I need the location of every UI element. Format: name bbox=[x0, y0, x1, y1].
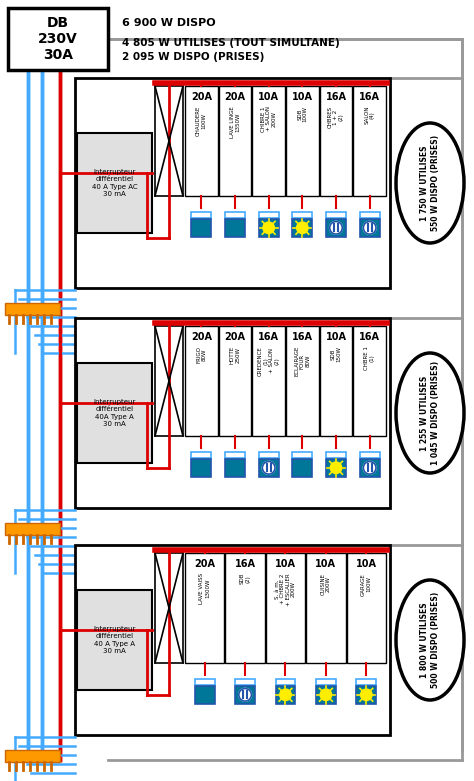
Text: SDB
100W: SDB 100W bbox=[297, 106, 308, 122]
Text: 16A: 16A bbox=[258, 332, 279, 342]
Text: Interrupteur
différentiel
40 A Type A
30 mA: Interrupteur différentiel 40 A Type A 30… bbox=[93, 626, 136, 654]
Bar bbox=[286, 326, 319, 436]
Text: 4 805 W UTILISES (TOUT SIMULTANE)
2 095 W DISPO (PRISES): 4 805 W UTILISES (TOUT SIMULTANE) 2 095 … bbox=[122, 38, 340, 62]
Text: 10A: 10A bbox=[356, 559, 377, 569]
Bar bbox=[219, 86, 251, 196]
Bar bbox=[266, 553, 305, 663]
Bar bbox=[75, 78, 390, 288]
Text: SALON
(4): SALON (4) bbox=[365, 106, 375, 124]
Bar bbox=[292, 451, 312, 458]
Circle shape bbox=[364, 222, 376, 234]
Bar bbox=[360, 451, 380, 458]
Circle shape bbox=[320, 689, 332, 701]
Bar bbox=[353, 86, 386, 196]
Text: 16A: 16A bbox=[292, 332, 313, 342]
Bar bbox=[75, 318, 390, 508]
Bar bbox=[353, 326, 386, 436]
Bar bbox=[8, 8, 108, 70]
Bar bbox=[77, 590, 152, 690]
Bar bbox=[259, 219, 279, 237]
Bar bbox=[225, 458, 245, 476]
Text: 16A: 16A bbox=[359, 332, 380, 342]
Bar bbox=[259, 212, 279, 218]
Circle shape bbox=[364, 462, 376, 474]
Bar bbox=[360, 219, 380, 237]
Bar bbox=[77, 363, 152, 463]
Text: 16A: 16A bbox=[359, 92, 380, 102]
Bar bbox=[77, 133, 152, 233]
Bar bbox=[191, 451, 211, 458]
Bar bbox=[225, 219, 245, 237]
Text: 10A: 10A bbox=[315, 559, 337, 569]
Bar bbox=[286, 86, 319, 196]
Bar bbox=[252, 86, 285, 196]
Bar bbox=[306, 553, 346, 663]
Text: CHBRES
1 + 2
(2): CHBRES 1 + 2 (2) bbox=[328, 106, 344, 128]
Text: 20A: 20A bbox=[194, 559, 215, 569]
Bar bbox=[191, 212, 211, 218]
Text: CREDENCE
(1)
+ SALON
(2): CREDENCE (1) + SALON (2) bbox=[258, 346, 279, 376]
Text: CHAUDERE
100W: CHAUDERE 100W bbox=[196, 106, 207, 137]
Text: ECLAIRAGE
FOUR
80W: ECLAIRAGE FOUR 80W bbox=[294, 346, 310, 376]
Bar bbox=[155, 86, 183, 196]
Text: CUISINE
200W: CUISINE 200W bbox=[321, 573, 331, 595]
Bar bbox=[319, 86, 352, 196]
Bar bbox=[155, 326, 183, 436]
Bar bbox=[326, 451, 346, 458]
Bar bbox=[226, 553, 265, 663]
Ellipse shape bbox=[396, 123, 464, 243]
Text: CHBRE 1
(1): CHBRE 1 (1) bbox=[365, 346, 375, 370]
Bar bbox=[292, 219, 312, 237]
Text: 10A: 10A bbox=[326, 332, 346, 342]
Text: GARAGE
100W: GARAGE 100W bbox=[361, 573, 372, 596]
Bar bbox=[259, 451, 279, 458]
Bar bbox=[5, 303, 60, 315]
Bar bbox=[185, 86, 218, 196]
Circle shape bbox=[263, 462, 275, 474]
Bar bbox=[326, 219, 346, 237]
Circle shape bbox=[330, 462, 342, 473]
Text: 10A: 10A bbox=[258, 92, 279, 102]
Bar bbox=[316, 679, 336, 685]
Circle shape bbox=[330, 222, 342, 234]
Text: 20A: 20A bbox=[191, 332, 212, 342]
Text: LAVE LINGE
1350W: LAVE LINGE 1350W bbox=[230, 106, 240, 137]
Bar bbox=[360, 212, 380, 218]
Text: S. à m.
+ CHBRE 2
+ ESCALIER
200W: S. à m. + CHBRE 2 + ESCALIER 200W bbox=[275, 573, 296, 605]
Circle shape bbox=[239, 689, 251, 701]
Bar bbox=[292, 212, 312, 218]
Text: 6 900 W DISPO: 6 900 W DISPO bbox=[122, 18, 216, 28]
Bar bbox=[5, 523, 60, 535]
Bar bbox=[195, 686, 215, 704]
Circle shape bbox=[280, 689, 291, 701]
Bar bbox=[191, 458, 211, 476]
Text: 16A: 16A bbox=[326, 92, 346, 102]
Text: Interrupteur
différentiel
40A Type A
30 mA: Interrupteur différentiel 40A Type A 30 … bbox=[93, 399, 136, 427]
Bar bbox=[185, 553, 224, 663]
Circle shape bbox=[297, 222, 308, 234]
Text: 20A: 20A bbox=[225, 92, 246, 102]
Circle shape bbox=[263, 222, 274, 234]
Bar bbox=[346, 553, 386, 663]
Bar bbox=[326, 458, 346, 476]
Text: 1 255 W UTILISES
1 045 W DISPO (PRISES): 1 255 W UTILISES 1 045 W DISPO (PRISES) bbox=[419, 361, 440, 465]
Text: 10A: 10A bbox=[275, 559, 296, 569]
Bar bbox=[319, 326, 352, 436]
Text: DB
230V
30A: DB 230V 30A bbox=[38, 16, 78, 62]
Bar bbox=[235, 679, 255, 685]
Bar bbox=[219, 326, 251, 436]
Bar bbox=[191, 219, 211, 237]
Bar bbox=[195, 679, 215, 685]
Text: 1 750 W UTILISES
550 W DISPO (PRISES): 1 750 W UTILISES 550 W DISPO (PRISES) bbox=[419, 135, 440, 231]
Text: SDB
(2): SDB (2) bbox=[240, 573, 250, 584]
Bar bbox=[185, 326, 218, 436]
Bar bbox=[326, 212, 346, 218]
Bar bbox=[316, 686, 336, 704]
Text: LAVE VAISS
1300W: LAVE VAISS 1300W bbox=[200, 573, 210, 604]
Bar bbox=[225, 212, 245, 218]
Bar bbox=[235, 686, 255, 704]
Bar bbox=[5, 750, 60, 762]
Text: 16A: 16A bbox=[235, 559, 255, 569]
Text: HOTTE
250W: HOTTE 250W bbox=[230, 346, 240, 364]
Ellipse shape bbox=[396, 353, 464, 473]
